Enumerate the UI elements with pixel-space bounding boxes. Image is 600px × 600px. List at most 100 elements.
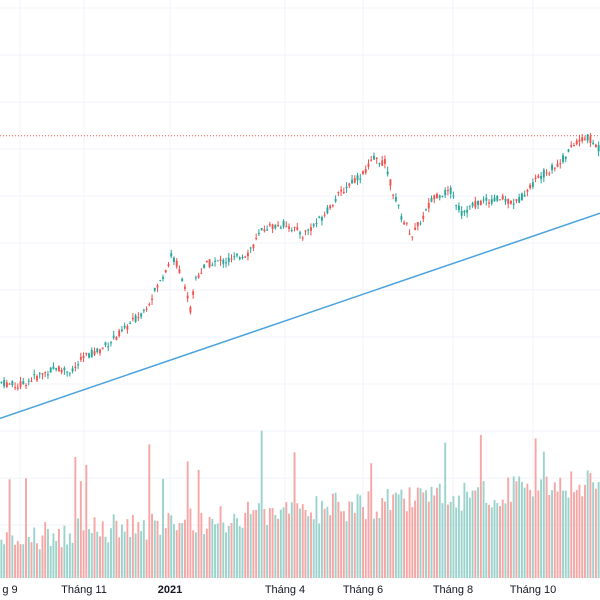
volume-bar: [230, 523, 233, 578]
volume-bar: [592, 482, 595, 578]
candle-body: [545, 172, 548, 174]
candle-body: [189, 306, 192, 313]
volume-bar: [290, 502, 293, 578]
volume-bar: [63, 525, 66, 578]
candle-body: [337, 192, 340, 194]
volume-bar: [271, 508, 274, 578]
volume-bar: [529, 489, 532, 578]
volume-bar: [3, 544, 6, 578]
candle-body: [570, 145, 573, 147]
volume-bar: [430, 486, 433, 578]
volume-bar: [88, 529, 90, 578]
candle-body: [293, 227, 296, 229]
volume-bar: [534, 438, 537, 578]
volume-bar: [405, 511, 408, 578]
candle-body: [30, 381, 33, 383]
candle-body: [315, 223, 318, 225]
candle-body: [329, 205, 332, 209]
candle-body: [542, 169, 545, 178]
volume-bar: [266, 525, 269, 578]
candle-body: [175, 260, 178, 267]
candle-body: [140, 313, 143, 317]
volume-bar: [540, 479, 543, 578]
candle-body: [208, 259, 211, 268]
candle-body: [148, 303, 151, 305]
candle-body: [559, 163, 562, 165]
candle-body: [277, 224, 280, 226]
volume-bar: [553, 482, 556, 578]
candle-body: [597, 145, 600, 152]
volume-bar: [129, 536, 132, 578]
volume-bar: [507, 477, 510, 578]
volume-bar: [545, 476, 548, 578]
candle-body: [266, 229, 269, 231]
candle-body: [411, 236, 414, 238]
volume-bar: [252, 510, 255, 578]
volume-bar: [449, 501, 452, 578]
volume-bar: [578, 484, 581, 578]
candle-body: [326, 207, 329, 214]
candle-body: [551, 164, 554, 171]
candle-body: [186, 295, 189, 299]
candle-body: [578, 139, 581, 142]
volume-bar: [104, 536, 107, 578]
candle-body: [118, 330, 121, 337]
candle-body: [181, 278, 184, 282]
candle-body: [120, 329, 123, 332]
candle-body: [405, 222, 408, 224]
candle-body: [236, 253, 238, 256]
volume-bar: [282, 507, 285, 578]
grid-lines: [0, 0, 600, 580]
volume-bar: [441, 503, 444, 578]
volume-bar: [85, 464, 88, 578]
candle-body: [340, 189, 343, 192]
volume-bar: [526, 483, 529, 578]
candle-body: [151, 298, 154, 300]
candle-body: [85, 352, 88, 355]
candle-body: [457, 205, 460, 211]
volume-bar: [425, 490, 427, 578]
candle-body: [485, 197, 488, 201]
volume-bar: [222, 522, 225, 578]
volume-bar: [378, 517, 381, 578]
candle-body: [304, 230, 307, 232]
x-tick-label: g 9: [2, 584, 17, 596]
candle-body: [397, 204, 400, 206]
candle-body: [263, 229, 266, 232]
candle-body: [430, 197, 433, 202]
candle-body: [238, 257, 241, 260]
volume-bar: [120, 524, 123, 578]
volume-bar: [257, 503, 260, 578]
volume-bar: [323, 508, 326, 578]
volume-bar: [260, 430, 263, 578]
candle-body: [364, 169, 367, 173]
trend-line[interactable]: [0, 212, 600, 420]
candle-body: [510, 200, 512, 204]
candle-body: [460, 210, 463, 216]
volume-bar: [46, 528, 49, 578]
candle-body: [156, 285, 159, 288]
volume-bar: [438, 483, 441, 578]
candle-body: [362, 171, 364, 174]
volume-bar: [594, 488, 597, 578]
volume-bar: [274, 514, 277, 578]
volume-bar: [49, 546, 52, 578]
volume-bar: [397, 494, 400, 578]
volume-bar: [356, 493, 359, 578]
volume-bar: [329, 515, 332, 578]
candle-body: [214, 260, 217, 262]
candle-body: [153, 287, 156, 291]
candle-body: [19, 381, 22, 387]
candle-body: [367, 163, 370, 167]
volume-bar: [504, 503, 507, 578]
candle-body: [246, 252, 249, 257]
volume-bar: [318, 523, 321, 578]
volume-bar: [238, 526, 241, 578]
volume-bar: [523, 487, 526, 578]
candle-body: [126, 326, 129, 330]
candle-body: [63, 367, 66, 371]
volume-bar: [145, 539, 148, 578]
candle-body: [474, 200, 477, 208]
candle-body: [564, 156, 567, 159]
x-tick-label: Tháng 8: [433, 584, 473, 596]
